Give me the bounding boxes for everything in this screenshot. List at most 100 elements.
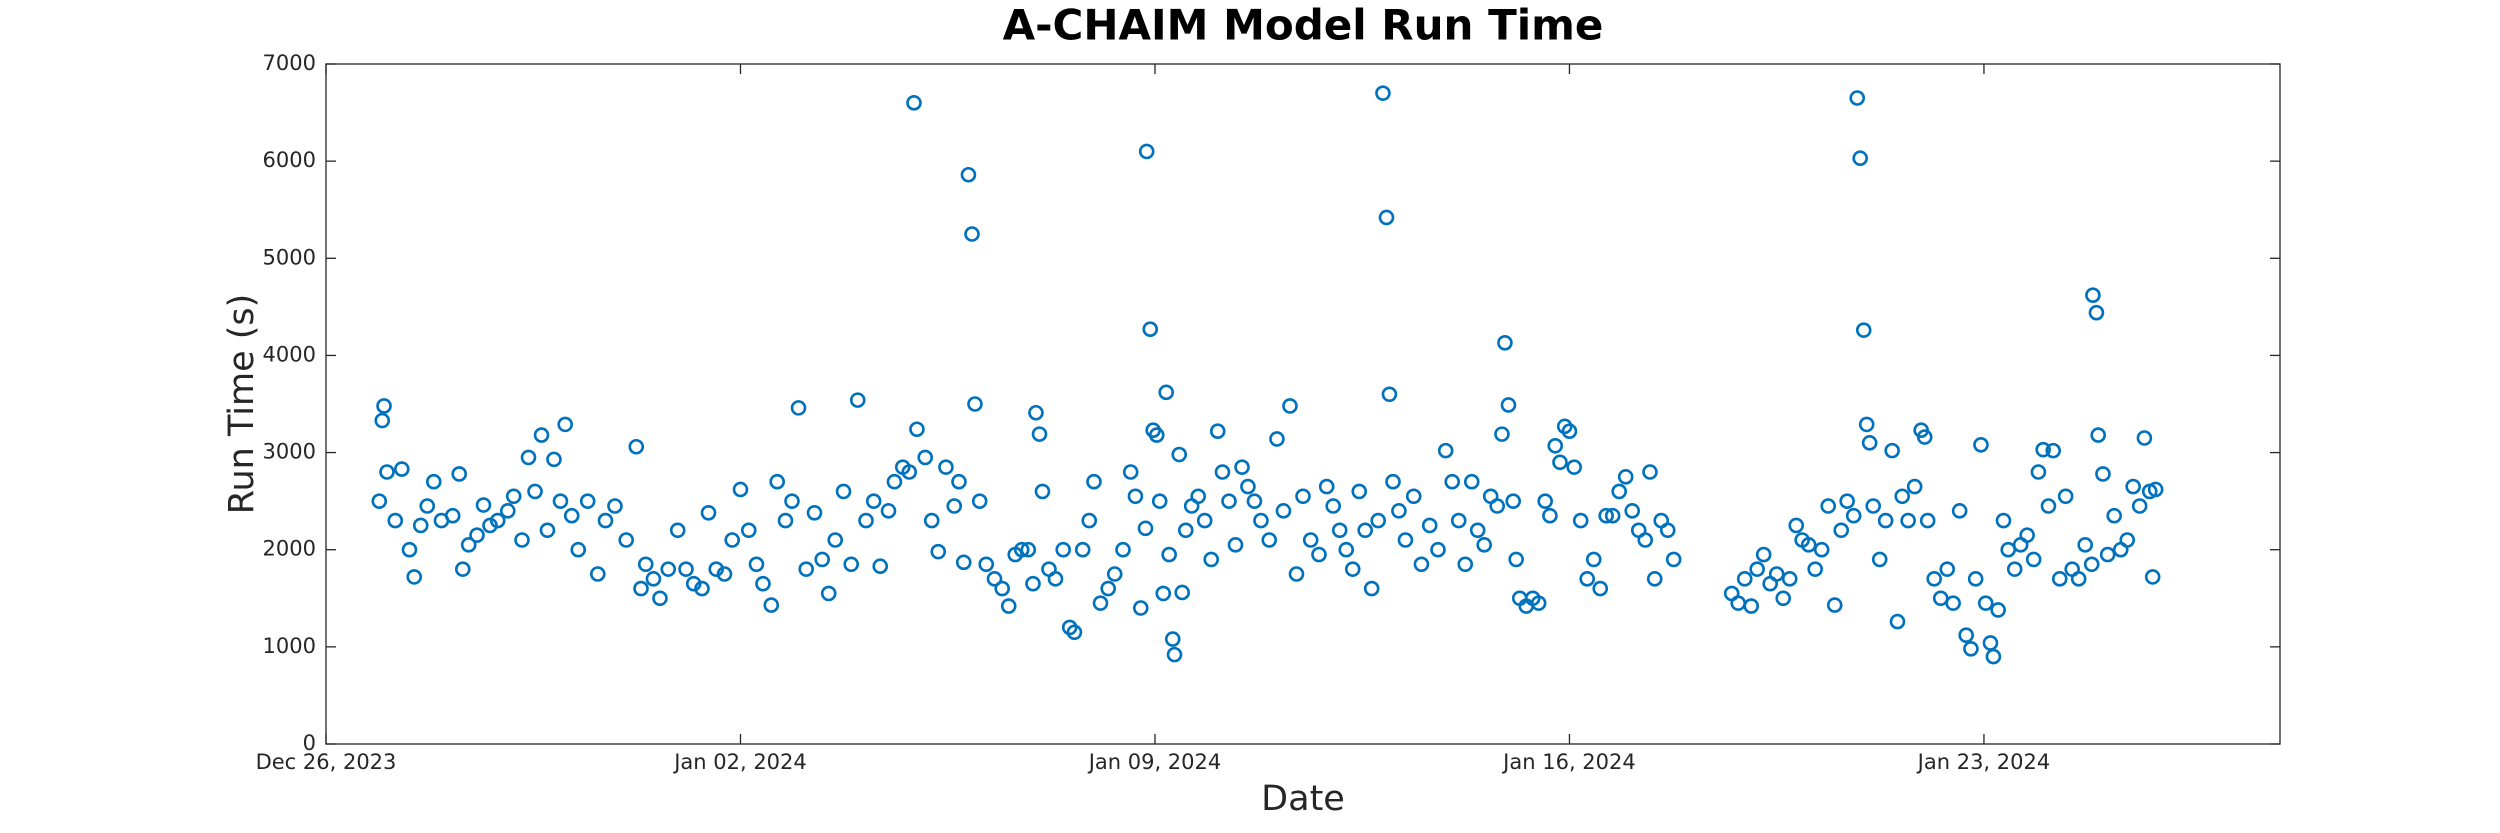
point: [1122, 464, 1139, 480]
point: [820, 585, 837, 602]
point: [1617, 469, 1634, 485]
point: [451, 466, 468, 482]
point: [1385, 473, 1401, 490]
point: [2106, 507, 2123, 524]
point: [748, 556, 765, 573]
point: [371, 493, 388, 509]
point: [1397, 532, 1414, 548]
point: [1985, 648, 2002, 665]
x-tick-label: Jan 16, 2024: [1501, 750, 1636, 774]
point: [1642, 464, 1658, 480]
point: [835, 483, 852, 500]
point: [1592, 580, 1609, 597]
point: [552, 493, 569, 509]
point: [694, 580, 710, 597]
point: [2085, 287, 2101, 304]
point: [579, 493, 596, 509]
point: [1066, 624, 1083, 641]
point: [1566, 459, 1582, 475]
point: [1457, 556, 1474, 573]
point: [376, 398, 392, 414]
point: [1788, 517, 1805, 534]
point: [482, 517, 498, 534]
point: [1028, 404, 1044, 421]
point: [960, 166, 977, 183]
point: [1768, 566, 1785, 582]
point: [489, 512, 506, 529]
point: [1598, 507, 1614, 524]
point: [986, 571, 1003, 587]
point: [2025, 551, 2042, 568]
point: [546, 451, 562, 468]
point: [1013, 541, 1030, 558]
point: [740, 522, 757, 539]
point: [1749, 561, 1765, 577]
point: [858, 512, 874, 529]
x-tick-label: Jan 23, 2024: [1916, 750, 2051, 774]
point: [678, 561, 694, 577]
point: [1311, 546, 1327, 563]
point: [1884, 442, 1900, 459]
point: [520, 449, 537, 466]
point: [1500, 397, 1517, 413]
point: [1261, 532, 1278, 548]
point: [880, 503, 897, 519]
point: [964, 226, 980, 242]
x-axis-label: Date: [1261, 779, 1345, 819]
point: [1845, 507, 1862, 524]
point: [1604, 507, 1621, 524]
x-tick-label: Jan 09, 2024: [1087, 750, 1222, 774]
point: [1865, 498, 1882, 514]
point: [1240, 478, 1256, 495]
point: [1982, 635, 1999, 651]
point: [1413, 556, 1430, 573]
point: [1820, 498, 1837, 514]
point: [1047, 571, 1064, 587]
point: [419, 498, 436, 514]
point: [1450, 512, 1467, 529]
y-tick-label: 6000: [263, 148, 316, 172]
point: [1916, 429, 1933, 445]
point: [1405, 488, 1422, 505]
point: [769, 473, 785, 490]
point: [628, 438, 645, 455]
point: [539, 522, 556, 539]
point: [2144, 569, 2161, 585]
point: [1963, 640, 1979, 657]
point: [1494, 426, 1510, 442]
y-tick-label: 0: [303, 731, 316, 755]
y-tick-label: 7000: [263, 51, 316, 75]
point: [724, 532, 740, 548]
point: [1137, 520, 1154, 537]
plot-frame: [325, 63, 2281, 745]
point: [1164, 631, 1181, 647]
point: [1331, 522, 1348, 539]
point: [1437, 442, 1454, 459]
point: [1900, 512, 1916, 529]
point: [2070, 571, 2087, 587]
point: [1505, 493, 1522, 509]
point: [1530, 595, 1547, 611]
point: [1977, 595, 1994, 611]
point: [1100, 580, 1116, 597]
point: [1730, 595, 1747, 611]
point: [732, 481, 749, 498]
point: [700, 504, 717, 521]
point: [374, 412, 391, 429]
point: [951, 473, 967, 490]
point: [469, 527, 485, 543]
y-tick-label: 1000: [263, 634, 316, 658]
point: [1338, 541, 1355, 558]
point: [1743, 598, 1760, 614]
point: [1275, 503, 1292, 519]
point: [1489, 498, 1506, 514]
point: [2035, 441, 2051, 458]
point: [685, 575, 702, 592]
point: [1967, 571, 1984, 587]
point: [716, 566, 733, 582]
point: [872, 558, 889, 575]
point: [1171, 446, 1188, 463]
point: [406, 569, 423, 585]
point: [2051, 571, 2068, 587]
